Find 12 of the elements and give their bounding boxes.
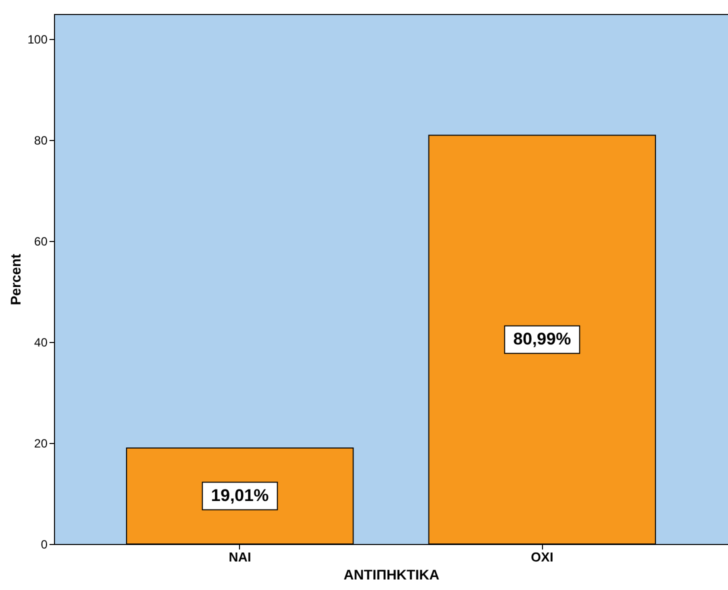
y-axis-title: Percent (7, 253, 24, 306)
x-tick-label: ΟΧΙ (530, 550, 554, 564)
y-tick-label: 40 (34, 336, 48, 350)
y-tick-label: 0 (40, 538, 48, 552)
y-tick-label: 60 (34, 234, 48, 249)
y-tick-label: 80 (34, 134, 48, 148)
data-label: 80,99% (513, 330, 571, 349)
y-tick-label: 20 (34, 436, 48, 451)
x-tick-label: ΝΑΙ (228, 550, 252, 564)
x-axis-title: ΑΝΤΙΠΗΚΤΙΚΑ (344, 566, 440, 582)
y-tick-label: 100 (27, 32, 48, 47)
data-label: 19,01% (211, 486, 269, 506)
